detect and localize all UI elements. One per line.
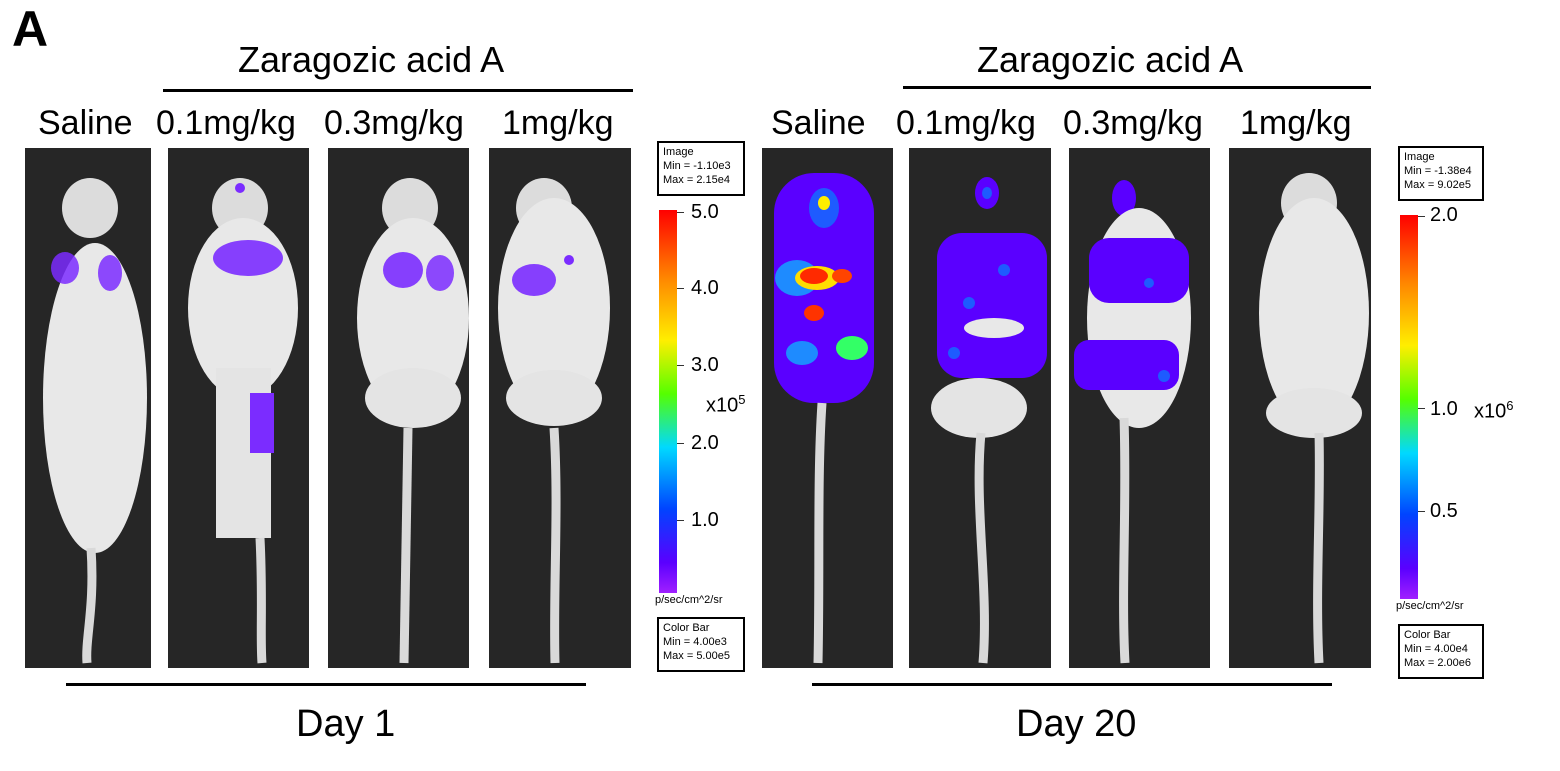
day1-tick bbox=[677, 212, 684, 213]
day20-treatment-label: Zaragozic acid A bbox=[977, 39, 1244, 80]
day20-mouse-1-image bbox=[1229, 148, 1371, 668]
panel-label: A bbox=[12, 1, 49, 57]
day20-mouse-0.3-image bbox=[1069, 148, 1210, 668]
day20-image-title: Image bbox=[1404, 151, 1435, 163]
day20-colorbar-title: Color Bar bbox=[1404, 629, 1451, 641]
day20-colorbar-min: Min = 4.00e4 bbox=[1404, 643, 1468, 655]
day1-timepoint-bracket bbox=[66, 683, 586, 686]
day1-tick-label: 1.0 bbox=[691, 509, 719, 531]
day20-mouse-saline-image bbox=[762, 148, 893, 668]
day1-tick-label: 5.0 bbox=[691, 201, 719, 223]
day20-mult-exp: 6 bbox=[1506, 398, 1514, 413]
day20-tick-label: 0.5 bbox=[1430, 500, 1458, 522]
day1-tick-label: 3.0 bbox=[691, 354, 719, 376]
day20-col-saline: Saline bbox=[771, 104, 866, 142]
day20-timepoint-bracket bbox=[812, 683, 1332, 686]
day1-colorbar-multiplier: x105 bbox=[706, 393, 745, 416]
day1-tick bbox=[677, 365, 684, 366]
day1-mult-base: x10 bbox=[706, 394, 739, 417]
day20-colorbar bbox=[1400, 215, 1418, 599]
day1-col-0.3: 0.3mg/kg bbox=[324, 104, 464, 142]
day1-col-1: 1mg/kg bbox=[502, 104, 614, 142]
day20-tick bbox=[1418, 408, 1425, 409]
day1-colorbar-min: Min = 4.00e3 bbox=[663, 636, 727, 648]
day20-treatment-bracket bbox=[903, 86, 1371, 89]
day20-tick-label: 1.0 bbox=[1430, 398, 1458, 420]
day1-mouse-saline-image bbox=[25, 148, 151, 668]
day20-col-0.3: 0.3mg/kg bbox=[1063, 104, 1203, 142]
day20-image-max: Max = 9.02e5 bbox=[1404, 179, 1471, 191]
day1-image-min: Min = -1.10e3 bbox=[663, 160, 731, 172]
day20-col-0.1: 0.1mg/kg bbox=[896, 104, 1036, 142]
day1-image-max: Max = 2.15e4 bbox=[663, 174, 730, 186]
day1-tick-label: 4.0 bbox=[691, 277, 719, 299]
day1-mouse-0.1-image bbox=[168, 148, 309, 668]
day1-tick bbox=[677, 288, 684, 289]
day1-image-title: Image bbox=[663, 146, 694, 158]
day1-colorbar-info-box: Color Bar Min = 4.00e3 Max = 5.00e5 bbox=[657, 617, 745, 672]
day1-col-0.1: 0.1mg/kg bbox=[156, 104, 296, 142]
day20-mouse-0.1-image bbox=[909, 148, 1051, 668]
day1-image-info-box: Image Min = -1.10e3 Max = 2.15e4 bbox=[657, 141, 745, 196]
day20-tick bbox=[1418, 511, 1425, 512]
day1-colorbar-max: Max = 5.00e5 bbox=[663, 650, 730, 662]
day1-tick-label: 2.0 bbox=[691, 432, 719, 454]
day1-mult-exp: 5 bbox=[738, 392, 746, 407]
day20-tick-label: 2.0 bbox=[1430, 204, 1458, 226]
day20-image-info-box: Image Min = -1.38e4 Max = 9.02e5 bbox=[1398, 146, 1484, 201]
day1-colorbar-title: Color Bar bbox=[663, 622, 710, 634]
day20-colorbar-max: Max = 2.00e6 bbox=[1404, 657, 1471, 669]
day1-colorbar bbox=[659, 210, 677, 593]
day1-treatment-bracket bbox=[163, 89, 633, 92]
day20-image-min: Min = -1.38e4 bbox=[1404, 165, 1472, 177]
day1-timepoint-label: Day 1 bbox=[296, 703, 396, 745]
day1-colorbar-unit: p/sec/cm^2/sr bbox=[655, 594, 723, 606]
day1-treatment-label: Zaragozic acid A bbox=[238, 39, 505, 80]
day20-colorbar-unit: p/sec/cm^2/sr bbox=[1396, 600, 1464, 612]
day20-mult-base: x10 bbox=[1474, 400, 1507, 423]
day20-colorbar-multiplier: x106 bbox=[1474, 399, 1513, 422]
day20-colorbar-info-box: Color Bar Min = 4.00e4 Max = 2.00e6 bbox=[1398, 624, 1484, 679]
day1-mouse-0.3-image bbox=[328, 148, 469, 668]
day1-tick bbox=[677, 443, 684, 444]
day1-mouse-1-image bbox=[489, 148, 631, 668]
day1-col-saline: Saline bbox=[38, 104, 133, 142]
day20-col-1: 1mg/kg bbox=[1240, 104, 1352, 142]
day20-timepoint-label: Day 20 bbox=[1016, 703, 1137, 745]
day1-tick bbox=[677, 520, 684, 521]
day20-tick bbox=[1418, 216, 1425, 217]
